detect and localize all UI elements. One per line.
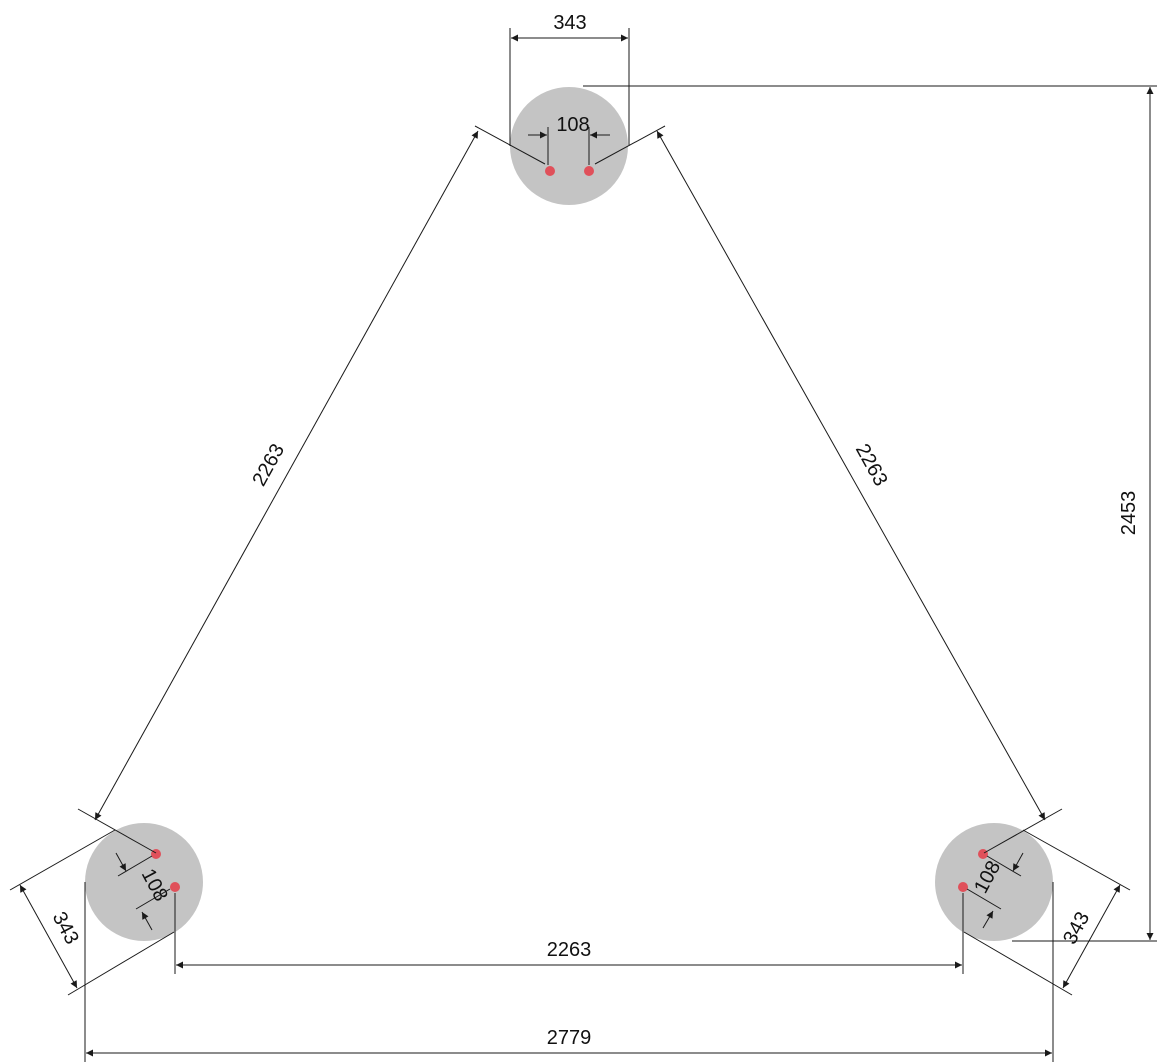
dim-label: 2263 <box>851 440 892 490</box>
column-circle <box>510 87 628 205</box>
dim-label: 108 <box>556 114 589 136</box>
dim-top-column-diameter: 343 <box>509 12 630 146</box>
dim-anchor-center-span: 2263 <box>174 893 964 974</box>
dim-overall-height: 2453 <box>583 85 1157 942</box>
column-circle <box>935 823 1053 941</box>
dim-label: 2453 <box>1118 491 1140 536</box>
anchor-point <box>584 166 594 176</box>
dim-left-side: 2263 <box>77 125 546 854</box>
dim-label: 343 <box>553 12 586 34</box>
dim-right-side: 2263 <box>594 125 1063 854</box>
anchor-point <box>170 882 180 892</box>
dim-label: 2263 <box>547 939 592 961</box>
dim-top-anchor-spacing: 108 <box>528 114 610 165</box>
dim-label: 343 <box>48 908 83 948</box>
anchor-point <box>978 849 988 859</box>
anchor-point <box>545 166 555 176</box>
anchor-point <box>958 882 968 892</box>
column-bottom-right <box>935 823 1053 941</box>
dim-label: 343 <box>1059 908 1094 948</box>
column-circle <box>85 823 203 941</box>
dim-overall-width: 2779 <box>84 882 1054 1062</box>
column-top <box>510 87 628 205</box>
dim-label: 2779 <box>547 1027 592 1049</box>
